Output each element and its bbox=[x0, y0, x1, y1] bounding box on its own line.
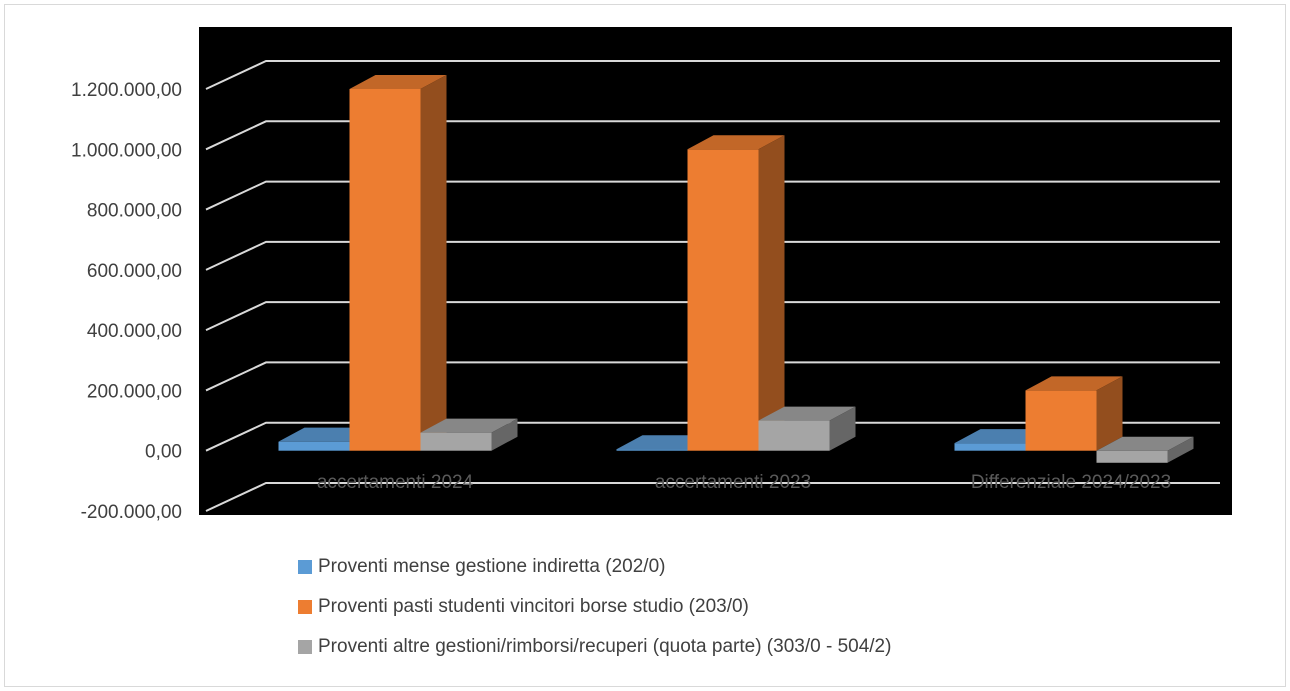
legend-swatch bbox=[298, 640, 312, 654]
bar-front bbox=[1096, 450, 1168, 463]
legend-label: Proventi pasti studenti vincitori borse … bbox=[318, 596, 749, 617]
gridlines bbox=[205, 60, 1220, 512]
bar-front bbox=[687, 149, 759, 451]
legend-swatch bbox=[298, 600, 312, 614]
y-tick-label: 1.000.000,00 bbox=[71, 140, 182, 161]
bar-side bbox=[829, 406, 856, 451]
x-axis-tick-labels: accertamenti 2024 accertamenti 2023 Differ… bbox=[317, 472, 1171, 493]
y-tick-label: 1.200.000,00 bbox=[71, 80, 182, 101]
bars bbox=[278, 75, 1194, 463]
bar-side bbox=[420, 75, 447, 451]
bar-front bbox=[349, 89, 421, 451]
y-tick-label: -200.000,00 bbox=[81, 502, 182, 523]
y-tick-label: 800.000,00 bbox=[87, 201, 182, 222]
bar-front bbox=[1025, 390, 1097, 451]
gridline bbox=[205, 361, 1220, 392]
gridline bbox=[205, 301, 1220, 332]
bar-front bbox=[758, 420, 830, 451]
bar-side bbox=[491, 418, 518, 451]
bar-2-3 bbox=[1025, 376, 1123, 451]
bar-side bbox=[1096, 376, 1123, 451]
bar-top bbox=[349, 75, 447, 89]
legend-label: Proventi altre gestioni/rimborsi/recuper… bbox=[318, 636, 892, 657]
bar-2-1 bbox=[349, 75, 447, 451]
gridline bbox=[205, 421, 1220, 452]
gridline bbox=[205, 240, 1220, 271]
bar-top bbox=[1025, 376, 1123, 391]
bar-3-2 bbox=[758, 406, 856, 451]
gridline bbox=[205, 482, 1220, 512]
bar-side bbox=[758, 135, 785, 451]
legend-label: Proventi mense gestione indiretta (202/0… bbox=[318, 556, 666, 577]
bar-top bbox=[420, 418, 518, 433]
bar-front bbox=[954, 443, 1026, 451]
x-tick-label: accertamenti 2023 bbox=[655, 472, 811, 493]
legend-item-3: Proventi altre gestioni/rimborsi/recuper… bbox=[298, 636, 891, 658]
bar-2-2 bbox=[687, 135, 785, 451]
legend-item-1: Proventi mense gestione indiretta (202/0… bbox=[298, 556, 891, 578]
y-tick-label: 200.000,00 bbox=[87, 381, 182, 402]
y-axis-tick-labels: -200.000,00 0,00 200.000,00 400.000,00 600.0… bbox=[71, 80, 182, 523]
gridline bbox=[205, 180, 1220, 211]
y-tick-label: 0,00 bbox=[145, 442, 182, 463]
x-tick-label: accertamenti 2024 bbox=[317, 472, 474, 493]
x-tick-label: Differenziale 2024/2023 bbox=[971, 472, 1171, 493]
bar-top bbox=[687, 135, 785, 150]
legend-item-2: Proventi pasti studenti vincitori borse … bbox=[298, 596, 891, 618]
legend: Proventi mense gestione indiretta (202/0… bbox=[298, 556, 891, 676]
bar-front bbox=[278, 441, 350, 451]
bar-side bbox=[1167, 436, 1194, 463]
y-tick-label: 600.000,00 bbox=[87, 261, 182, 282]
bar-3-3 bbox=[1096, 436, 1194, 463]
bar-front bbox=[616, 449, 688, 451]
y-tick-label: 400.000,00 bbox=[87, 321, 182, 342]
legend-swatch bbox=[298, 560, 312, 574]
bar-3-1 bbox=[420, 418, 518, 451]
bar-top bbox=[758, 406, 856, 421]
bar-top bbox=[1096, 436, 1194, 451]
gridline bbox=[205, 120, 1220, 151]
bar-front bbox=[420, 432, 492, 451]
gridline bbox=[205, 60, 1220, 90]
